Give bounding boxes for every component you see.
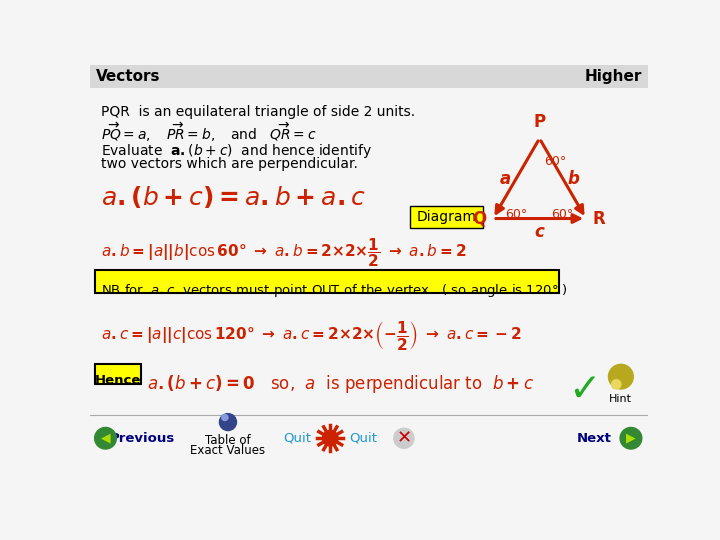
FancyBboxPatch shape [90,65,648,88]
Text: Hint: Hint [609,394,632,404]
Text: 60°: 60° [552,208,574,221]
Circle shape [323,430,338,446]
Circle shape [222,414,228,421]
Text: $\mathbf{\mathit{a}.(\mathit{b}+\mathit{c}) = \mathit{a}.\mathit{b} + \mathit{a}: $\mathbf{\mathit{a}.(\mathit{b}+\mathit{… [101,184,366,210]
Text: $\mathbf{\mathit{a}.(\mathit{b}+\mathit{c}) = 0}$$\quad$so,  $\mathbf{\mathit{a}: $\mathbf{\mathit{a}.(\mathit{b}+\mathit{… [148,373,534,395]
Circle shape [394,428,414,448]
Text: two vectors which are perpendicular.: two vectors which are perpendicular. [101,157,358,171]
FancyBboxPatch shape [410,206,483,228]
Text: 60°: 60° [544,156,567,168]
Text: P: P [534,113,546,131]
Text: b: b [567,170,580,187]
FancyBboxPatch shape [94,363,141,383]
Text: Exact Values: Exact Values [190,444,266,457]
Circle shape [608,364,634,389]
Text: Hence: Hence [95,374,141,387]
Text: Table of: Table of [205,434,251,447]
Circle shape [94,428,117,449]
Text: PQR  is an equilateral triangle of side 2 units.: PQR is an equilateral triangle of side 2… [101,105,415,119]
Text: a: a [500,170,511,187]
Text: Higher: Higher [585,69,642,84]
Text: Evaluate  $\mathbf{a.}(\mathbf{\mathit{b}} + \mathbf{\mathit{c}})$  and hence id: Evaluate $\mathbf{a.}(\mathbf{\mathit{b}… [101,142,372,160]
Text: ◀: ◀ [101,432,110,445]
Text: 60°: 60° [505,208,528,221]
Text: R: R [593,210,605,227]
Text: Diagram: Diagram [416,210,477,224]
Text: $\mathbf{\mathit{a}.\mathit{b} = |\mathit{a}||\mathit{b}|\cos 60°}$$\ \mathbf{\r: $\mathbf{\mathit{a}.\mathit{b} = |\mathi… [101,236,467,268]
Text: Q: Q [472,210,487,227]
Text: NB for  $\mathbf{\mathit{a}.\mathit{c}}$  vectors must point OUT of the vertex  : NB for $\mathbf{\mathit{a}.\mathit{c}}$ … [101,282,568,299]
FancyBboxPatch shape [94,271,559,294]
Circle shape [220,414,236,430]
Text: ▶: ▶ [626,432,636,445]
Text: c: c [534,224,544,241]
Text: $\overrightarrow{PQ} = \mathbf{\mathit{a}},$   $\overrightarrow{PR} = \mathbf{\m: $\overrightarrow{PQ} = \mathbf{\mathit{a… [101,120,317,144]
Text: Previous: Previous [110,432,176,445]
Text: Quit: Quit [348,432,377,445]
Circle shape [611,380,621,389]
Text: Quit: Quit [284,432,312,445]
Text: ✓: ✓ [568,372,600,409]
Text: Next: Next [576,432,611,445]
Circle shape [620,428,642,449]
Text: Vectors: Vectors [96,69,161,84]
Text: $\mathbf{\mathit{a}.\mathit{c} = |\mathit{a}||\mathit{c}|\cos 120°}$$\ \mathbf{\: $\mathbf{\mathit{a}.\mathit{c} = |\mathi… [101,319,521,352]
Text: ✕: ✕ [396,429,411,447]
